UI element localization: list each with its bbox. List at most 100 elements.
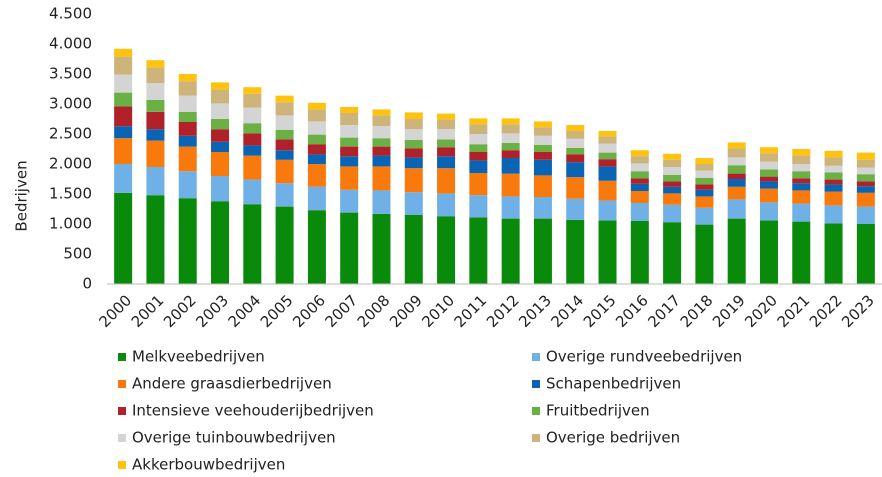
bar-segment — [275, 129, 294, 140]
bar-segment — [792, 183, 811, 191]
bar-segment — [792, 178, 811, 184]
bar-segment — [114, 164, 133, 193]
bar-segment — [695, 196, 714, 208]
bar-segment — [211, 89, 230, 104]
bar-segment — [695, 189, 714, 197]
bar-segment — [404, 215, 423, 284]
bar-segment — [469, 144, 488, 152]
bar-segment — [824, 223, 843, 284]
legend-swatch — [532, 434, 540, 442]
bar-segment — [114, 48, 133, 57]
bar-segment — [856, 186, 875, 193]
bar-segment — [211, 141, 230, 152]
bar-segment — [307, 109, 326, 122]
x-tick-label: 2016 — [612, 291, 652, 331]
bar-segment — [340, 113, 359, 125]
legend-swatch — [532, 407, 540, 415]
bar-segment — [695, 158, 714, 164]
bar-segment — [695, 164, 714, 171]
bar-segment — [211, 82, 230, 90]
bar-segment — [437, 168, 456, 194]
bar-segment — [533, 144, 552, 152]
bar-segment — [630, 163, 649, 172]
bar-segment — [243, 87, 262, 94]
bar-segment — [243, 145, 262, 156]
bar-segment — [533, 218, 552, 284]
bar-segment — [533, 159, 552, 176]
bar-segment — [372, 190, 391, 214]
legend-label: Akkerbouwbedrijven — [132, 456, 285, 474]
bar-segment — [630, 191, 649, 203]
bar-segment — [824, 191, 843, 206]
y-tick-label: 1.000 — [49, 215, 92, 233]
bar-segment — [114, 56, 133, 75]
bar-segment — [307, 210, 326, 284]
bar-segment — [307, 121, 326, 135]
bar-segment — [792, 171, 811, 179]
legend-label: Intensieve veehouderijbedrijven — [132, 402, 374, 420]
bar-segment — [469, 160, 488, 173]
bar-segment — [792, 203, 811, 222]
bar-segment — [663, 167, 682, 175]
bar-segment — [437, 119, 456, 130]
x-tick-label: 2004 — [225, 291, 265, 331]
bar-segment — [663, 193, 682, 205]
bar-segment — [146, 67, 165, 83]
bar-segment — [211, 103, 230, 119]
legend-label: Schapenbedrijven — [546, 375, 681, 393]
legend-label: Andere graasdierbedrijven — [132, 375, 332, 393]
bar-segment — [566, 125, 585, 131]
bar-segment — [243, 123, 262, 134]
bar-segment — [146, 60, 165, 68]
x-tick-label: 2007 — [321, 291, 361, 331]
bar-segment — [469, 173, 488, 196]
bar-segment — [404, 129, 423, 140]
bar-segment — [759, 161, 778, 170]
bar-segment — [275, 206, 294, 284]
bar-segment — [372, 109, 391, 116]
bar-segment — [178, 146, 197, 172]
bar-segment — [307, 144, 326, 155]
bar-segment — [792, 149, 811, 156]
legend-label: Fruitbedrijven — [546, 402, 650, 420]
legend-swatch — [532, 353, 540, 361]
bar-segment — [340, 137, 359, 147]
bar-segment — [598, 180, 617, 201]
bar-segment — [533, 197, 552, 219]
legend-swatch — [118, 380, 126, 388]
bar-segment — [727, 199, 746, 219]
y-tick-label: 2.500 — [49, 125, 92, 143]
bar-segment — [307, 102, 326, 110]
bar-segment — [340, 156, 359, 167]
bar-segment — [211, 176, 230, 202]
bar-segment — [630, 183, 649, 191]
bar-segment — [437, 147, 456, 157]
bar-segment — [824, 179, 843, 185]
x-tick-label: 2021 — [774, 291, 814, 331]
bar-segment — [501, 218, 520, 284]
bar-segment — [856, 206, 875, 224]
bar-segment — [792, 155, 811, 164]
bar-segment — [437, 129, 456, 140]
bar-segment — [178, 122, 197, 136]
x-tick-label: 2010 — [418, 291, 458, 331]
bar-segment — [824, 184, 843, 192]
bar-segment — [566, 131, 585, 139]
bar-segment — [404, 140, 423, 149]
bar-segment — [211, 201, 230, 284]
bar-segment — [469, 217, 488, 284]
bar-segment — [856, 181, 875, 187]
bar-segment — [598, 220, 617, 284]
bar-segment — [630, 221, 649, 284]
bar-segment — [792, 164, 811, 172]
bar-segment — [114, 192, 133, 284]
x-tick-label: 2018 — [677, 291, 717, 331]
bar-segment — [178, 95, 197, 112]
bar-segment — [759, 202, 778, 221]
bar-segment — [146, 167, 165, 196]
bar-segment — [372, 166, 391, 191]
bar-segment — [695, 184, 714, 190]
bar-segment — [663, 204, 682, 223]
x-tick-label: 2000 — [95, 291, 135, 331]
bar-segment — [501, 196, 520, 219]
